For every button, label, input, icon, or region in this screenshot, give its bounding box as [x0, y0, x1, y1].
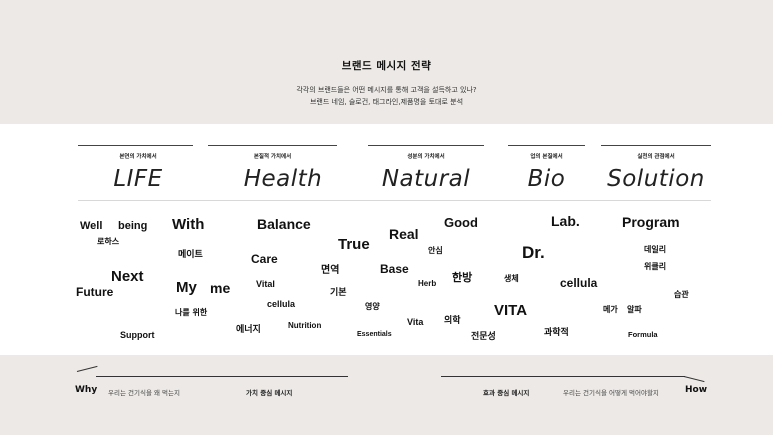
why-label: Why [75, 385, 98, 395]
keyword-care: Care [251, 252, 278, 266]
column-line-life [78, 145, 193, 146]
keyword-lohas: 로하스 [97, 237, 120, 246]
keyword-vita: VITA [494, 302, 528, 319]
keyword-vital: Vital [256, 279, 275, 289]
keyword-base: Base [380, 262, 409, 276]
keyword-science: 과학적 [544, 328, 569, 338]
category-health: Health [243, 166, 323, 192]
keyword-alpha: 알파 [627, 305, 642, 314]
category-natural: Natural [381, 166, 471, 192]
keyword-mega: 메가 [603, 305, 618, 314]
keyword-me: me [210, 280, 231, 296]
keyword-formula: Formula [628, 330, 658, 339]
keyword-daily: 데일리 [644, 245, 667, 254]
keyword-my: My [176, 279, 197, 296]
keyword-immunity: 면역 [321, 265, 340, 276]
subtitle-method: 브랜드 네임, 슬로건, 태그라인,제품명을 토대로 분석 [309, 98, 464, 106]
column-line-health [208, 145, 337, 146]
subtitle-question: 각각의 브랜드들은 어떤 메시지를 통해 고객을 설득하고 있나? [296, 86, 477, 94]
how-axis-line [441, 376, 685, 377]
column-caption-natural: 성분의 가치에서 [407, 154, 445, 160]
keyword-weekly: 위클리 [644, 262, 667, 271]
keyword-hanbang: 한방 [452, 271, 473, 284]
footer-area [0, 355, 773, 435]
keyword-real: Real [389, 226, 419, 242]
keyword-relief: 안심 [428, 246, 443, 255]
keyword-expertise: 전문성 [471, 332, 496, 342]
category-life: LIFE [113, 166, 163, 192]
value-message-label: 가치 중심 메시지 [246, 389, 293, 397]
category-solution: Solution [607, 166, 705, 192]
column-caption-bio: 업의 본질에서 [530, 154, 563, 160]
column-caption-health: 본질적 가치에서 [253, 154, 292, 160]
keyword-basic: 기본 [330, 288, 347, 298]
keyword-energy: 에너지 [236, 325, 261, 335]
effect-message-label: 효과 중심 메시지 [483, 389, 530, 397]
keyword-future: Future [76, 285, 114, 299]
keyword-program: Program [622, 214, 680, 230]
keyword-mate: 메이트 [178, 250, 203, 260]
keyword-next: Next [111, 268, 144, 285]
keyword-good: Good [444, 215, 478, 230]
header-area [0, 0, 773, 124]
why-axis-line [96, 376, 348, 377]
keyword-dr: Dr. [522, 243, 545, 262]
keyword-vita-small: Vita [407, 317, 424, 327]
keyword-true: True [338, 236, 370, 253]
why-description: 우리는 건기식을 왜 먹는지 [108, 389, 180, 397]
keyword-essentials: Essentials [357, 331, 392, 338]
keyword-nutrient: 영양 [365, 302, 380, 311]
keyword-well: Well [80, 220, 103, 232]
keyword-nutrition: Nutrition [288, 321, 322, 330]
keyword-herb: Herb [418, 279, 437, 288]
keyword-cellula-health: cellula [267, 299, 296, 309]
keyword-balance: Balance [257, 216, 311, 232]
column-caption-life: 본연의 가치에서 [119, 154, 157, 160]
page-title: 브랜드 메시지 전략 [341, 60, 432, 72]
keyword-for-me: 나를 위한 [175, 308, 208, 317]
keyword-being: being [118, 220, 148, 232]
keyword-habit: 습관 [674, 290, 689, 299]
keyword-medicine: 의학 [444, 316, 461, 326]
category-divider [78, 200, 711, 201]
column-caption-solution: 실천의 관점에서 [637, 154, 675, 160]
category-bio: Bio [527, 166, 566, 192]
keyword-support: Support [120, 330, 155, 340]
how-label: How [685, 385, 708, 395]
column-line-natural [368, 145, 484, 146]
column-line-solution [601, 145, 711, 146]
keyword-cellula-bio: cellula [560, 276, 598, 290]
keyword-living-body: 생체 [504, 274, 519, 283]
keyword-lab: Lab. [551, 213, 580, 229]
how-description: 우리는 건기식을 어떻게 먹어야할지 [563, 389, 659, 397]
keyword-panel [0, 124, 773, 355]
keyword-with: With [172, 216, 205, 233]
column-line-bio [508, 145, 585, 146]
